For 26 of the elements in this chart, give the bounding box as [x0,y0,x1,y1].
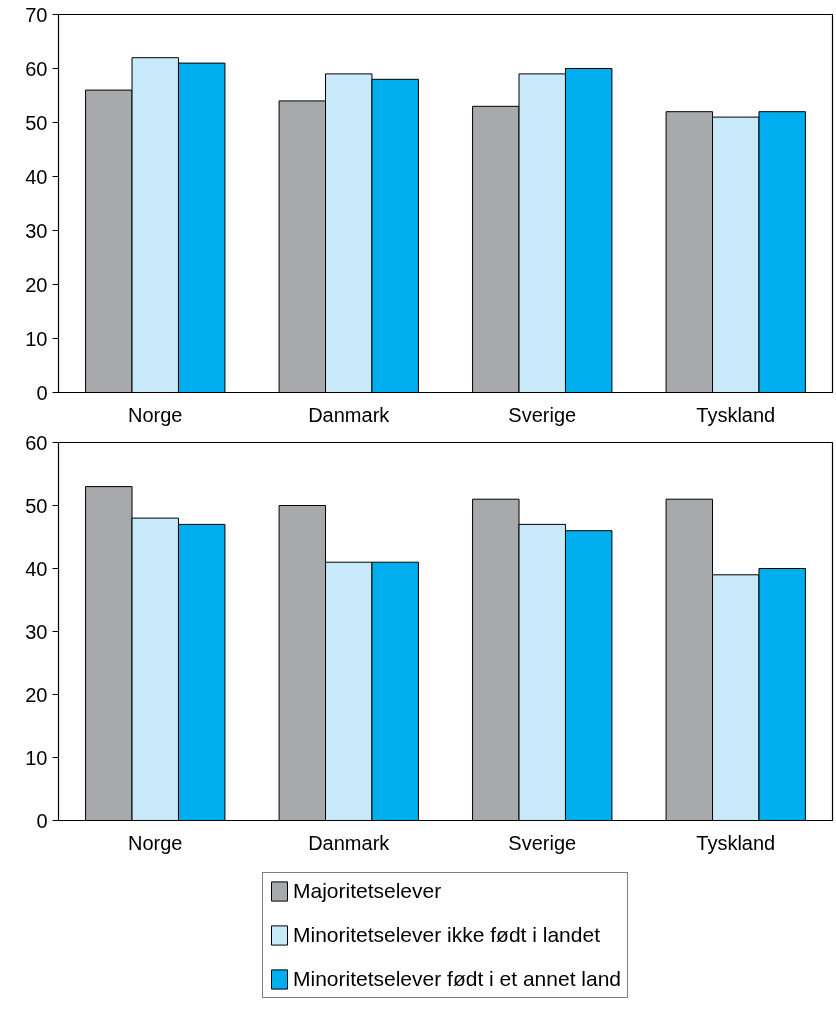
y-tick-label: 50 [25,111,48,134]
y-tick-label: 40 [25,165,48,188]
y-tick-label: 30 [25,620,48,643]
x-tick-label: Sverige [508,831,577,854]
x-tick-label: Norge [128,831,183,854]
y-tick-label: 60 [25,431,48,454]
legend-label: Minoritetselever født i et annet land [293,967,622,991]
y-tick-label: 50 [25,494,48,517]
x-tick-label: Tyskland [696,831,776,854]
x-tick-label: Tyskland [696,403,776,426]
y-tick-label: 0 [36,809,48,832]
x-tick-label: Danmark [308,831,391,854]
x-tick-label: Sverige [508,403,577,426]
y-tick-label: 70 [25,3,48,26]
y-tick-label: 20 [25,683,48,706]
y-tick-label: 60 [25,57,48,80]
legend-label: Majoritetselever [293,879,442,903]
y-tick-label: 30 [25,219,48,242]
y-tick-label: 0 [36,381,48,404]
x-tick-label: Norge [128,403,183,426]
y-tick-label: 20 [25,273,48,296]
y-tick-label: 40 [25,557,48,580]
y-tick-label: 10 [25,746,48,769]
y-tick-label: 10 [25,327,48,350]
legend-label: Minoritetselever ikke født i landet [293,923,600,947]
x-tick-label: Danmark [308,403,391,426]
